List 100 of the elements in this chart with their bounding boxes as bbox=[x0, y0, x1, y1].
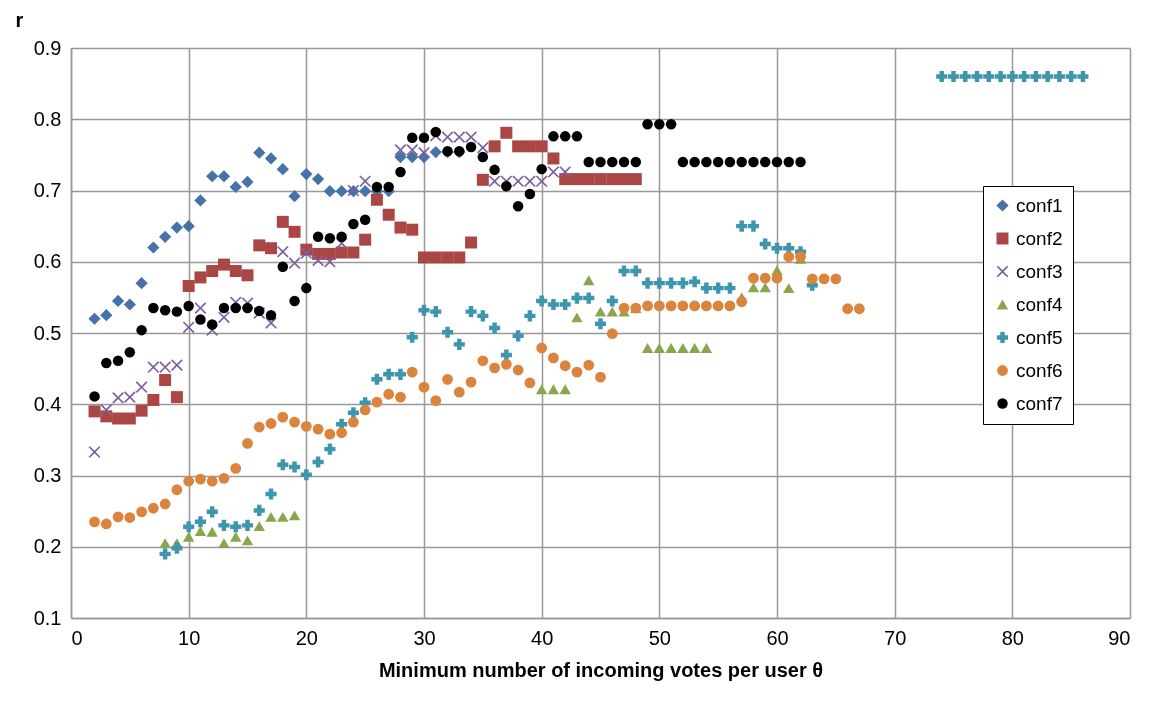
point bbox=[535, 140, 548, 153]
point bbox=[535, 175, 548, 188]
point bbox=[194, 526, 207, 537]
point bbox=[347, 246, 360, 259]
point bbox=[571, 312, 583, 323]
point bbox=[370, 193, 383, 206]
point bbox=[265, 242, 278, 255]
y-tick-label: 0.9 bbox=[33, 36, 62, 59]
point bbox=[547, 384, 560, 395]
legend-label: conf2 bbox=[1016, 227, 1063, 249]
point bbox=[230, 531, 242, 542]
point bbox=[147, 393, 160, 406]
x-tick-label: 80 bbox=[1001, 626, 1024, 649]
point bbox=[88, 312, 101, 325]
y-tick-label: 0.7 bbox=[33, 179, 62, 201]
point bbox=[465, 236, 478, 249]
point bbox=[394, 221, 407, 234]
point bbox=[288, 225, 301, 238]
x-axis-title: Minimum number of incoming votes per user θ bbox=[378, 658, 824, 681]
point bbox=[159, 538, 171, 549]
y-tick-label: 0.4 bbox=[33, 392, 62, 415]
point bbox=[382, 208, 395, 221]
point bbox=[453, 251, 466, 264]
point bbox=[629, 173, 642, 186]
point bbox=[182, 531, 195, 542]
x-tick-label: 50 bbox=[648, 626, 671, 649]
point bbox=[206, 265, 219, 277]
point bbox=[194, 194, 207, 207]
point bbox=[606, 306, 618, 317]
point bbox=[217, 170, 231, 183]
point bbox=[241, 269, 254, 282]
point bbox=[476, 141, 489, 154]
point bbox=[276, 245, 289, 258]
legend-label: conf5 bbox=[1016, 326, 1063, 348]
point bbox=[265, 511, 277, 522]
point bbox=[300, 247, 313, 260]
point bbox=[618, 173, 631, 186]
point bbox=[783, 283, 795, 294]
legend-label: conf1 bbox=[1016, 194, 1063, 216]
point bbox=[206, 170, 219, 183]
point bbox=[394, 150, 407, 164]
point bbox=[759, 282, 771, 293]
point bbox=[276, 163, 289, 176]
point bbox=[112, 391, 124, 404]
point bbox=[677, 343, 689, 353]
point bbox=[253, 521, 265, 532]
x-tick-label: 60 bbox=[766, 626, 789, 649]
point bbox=[194, 271, 207, 284]
y-tick-label: 0.5 bbox=[33, 321, 62, 344]
y-tick-label: 0.1 bbox=[33, 606, 62, 629]
legend-label: conf7 bbox=[1016, 392, 1063, 414]
point bbox=[300, 167, 313, 181]
x-tick-label: 10 bbox=[178, 626, 201, 649]
point bbox=[265, 317, 277, 329]
point bbox=[88, 405, 101, 418]
point bbox=[700, 343, 713, 353]
point bbox=[535, 384, 548, 395]
point bbox=[218, 538, 230, 549]
point bbox=[276, 215, 289, 228]
point bbox=[547, 152, 560, 165]
point bbox=[288, 190, 301, 203]
point bbox=[135, 404, 148, 417]
point bbox=[406, 223, 419, 236]
point bbox=[182, 321, 195, 334]
point bbox=[429, 145, 442, 159]
point bbox=[335, 185, 348, 198]
point bbox=[100, 309, 113, 322]
point bbox=[359, 175, 372, 188]
point bbox=[324, 255, 336, 268]
point bbox=[170, 391, 183, 404]
legend-label: conf3 bbox=[1016, 260, 1063, 282]
point bbox=[229, 265, 242, 277]
point bbox=[512, 175, 524, 188]
x-tick-label: 40 bbox=[531, 626, 554, 649]
point bbox=[406, 144, 419, 156]
point bbox=[359, 233, 372, 246]
point bbox=[523, 140, 536, 153]
x-tick-label: 90 bbox=[1108, 626, 1131, 649]
point bbox=[217, 258, 230, 271]
point bbox=[429, 251, 442, 264]
y-tick-label: 0.3 bbox=[33, 464, 62, 486]
point bbox=[665, 343, 677, 353]
point bbox=[606, 173, 619, 186]
point bbox=[512, 140, 525, 153]
point bbox=[112, 412, 125, 425]
point bbox=[641, 343, 654, 353]
point bbox=[159, 374, 172, 387]
point bbox=[441, 251, 454, 264]
point bbox=[524, 175, 536, 188]
point bbox=[253, 239, 266, 252]
point bbox=[418, 251, 430, 264]
point bbox=[229, 180, 242, 194]
point bbox=[135, 277, 148, 290]
point bbox=[123, 391, 136, 403]
point bbox=[488, 140, 501, 153]
point bbox=[277, 511, 289, 522]
point bbox=[559, 166, 572, 178]
point bbox=[123, 298, 136, 311]
point bbox=[747, 282, 760, 293]
point bbox=[406, 150, 419, 164]
